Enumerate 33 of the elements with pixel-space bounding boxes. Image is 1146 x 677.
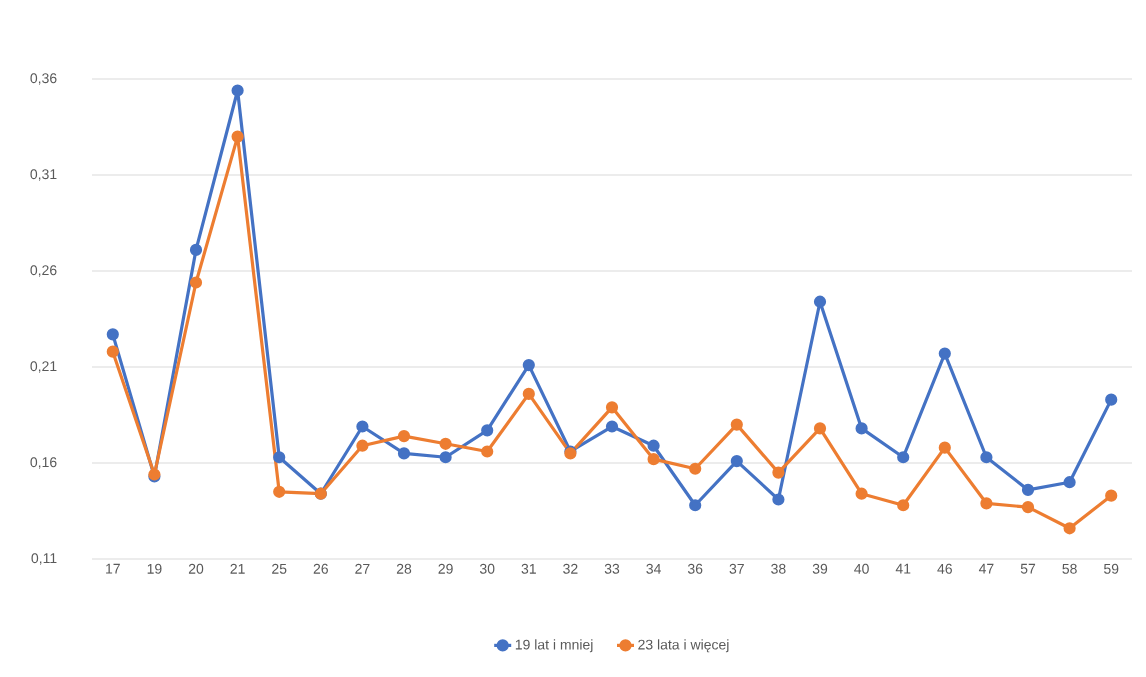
- x-tick-label: 38: [771, 563, 786, 574]
- x-tick-label: 32: [563, 563, 578, 574]
- x-tick-label: 37: [729, 563, 744, 574]
- x-tick-label: 20: [188, 563, 204, 574]
- y-tick-label: 0,36: [30, 73, 57, 85]
- legend-label: 23 lata i więcej: [638, 639, 729, 653]
- x-tick-label: 36: [687, 563, 703, 574]
- y-tick-label: 0,26: [30, 265, 57, 277]
- x-tick-label: 40: [854, 563, 869, 574]
- x-tick-label: 59: [1103, 563, 1119, 574]
- legend-label: 19 lat i mniej: [515, 639, 593, 653]
- x-tick-label: 46: [937, 563, 952, 574]
- x-tick-label: 41: [895, 563, 911, 574]
- x-tick-label: 58: [1062, 563, 1077, 574]
- x-tick-label: 28: [396, 563, 412, 574]
- x-tick-label: 57: [1020, 563, 1036, 574]
- x-tick-label: 39: [812, 563, 828, 574]
- x-tick-label: 19: [147, 563, 162, 574]
- y-tick-label: 0,16: [30, 457, 57, 469]
- y-tick-label: 0,11: [31, 553, 57, 565]
- x-tick-label: 34: [646, 563, 661, 574]
- x-tick-label: 30: [479, 563, 495, 574]
- x-tick-label: 31: [521, 563, 536, 574]
- x-tick-label: 47: [978, 563, 994, 574]
- x-tick-label: 17: [106, 563, 120, 574]
- y-tick-label: 0,31: [30, 169, 57, 181]
- x-tick-label: 27: [355, 563, 370, 574]
- x-tick-label: 25: [272, 563, 287, 574]
- x-tick-label: 33: [604, 563, 620, 574]
- y-tick-label: 0,21: [30, 361, 57, 373]
- x-tick-label: 21: [230, 563, 245, 574]
- x-tick-label: 29: [438, 563, 453, 574]
- x-tick-label: 26: [313, 563, 328, 574]
